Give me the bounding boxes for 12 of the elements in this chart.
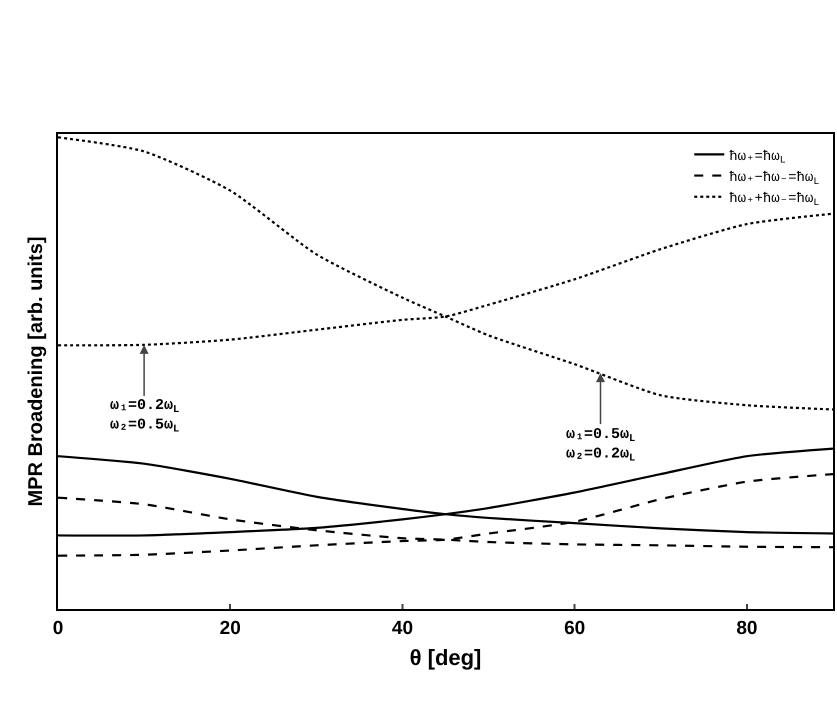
legend-label: ħω₊+ħω₋=ħω$_{L}$ [729, 191, 820, 208]
legend-label: ħω₊−ħω₋=ħω$_{L}$ [729, 170, 820, 187]
annotation: ω₁=0.2ω$_{L}$ ω₂=0.5ω$_{L}$ [110, 397, 180, 436]
x-tick-label: 40 [392, 618, 414, 639]
x-tick-label: 20 [220, 618, 241, 639]
legend-label: ħω₊=ħω$_{L}$ [729, 148, 786, 166]
x-tick-label: 60 [564, 618, 586, 639]
x-tick-label: 0 [52, 618, 64, 639]
x-tick-label: 80 [736, 618, 758, 639]
y-axis-title: MPR Broadening [arb. units] [25, 236, 47, 506]
x-axis-title: θ [deg] [410, 645, 482, 670]
annotation: ω₁=0.5ω$_{L}$ ω₂=0.2ω$_{L}$ [566, 426, 636, 465]
